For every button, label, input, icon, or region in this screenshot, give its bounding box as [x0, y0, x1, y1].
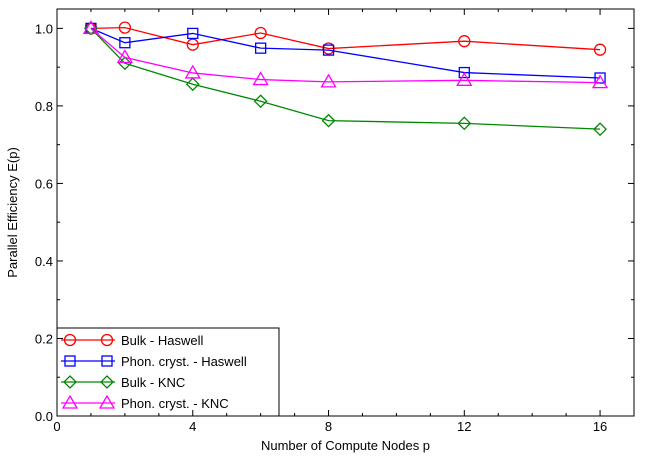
series-diamond — [84, 21, 607, 137]
data-point — [116, 49, 134, 64]
y-tick-label: 0.4 — [35, 254, 53, 269]
y-tick-label: 0.6 — [35, 176, 53, 191]
series-line — [90, 27, 601, 84]
data-point — [593, 122, 607, 137]
legend-label: Bulk - Haswell — [121, 333, 203, 348]
data-point — [594, 72, 606, 84]
ticks: 0 4 8 12 16 0.0 0.2 0.4 0.6 0.8 1.0 — [35, 9, 634, 434]
legend-item: Bulk - KNC — [61, 375, 185, 390]
data-point — [118, 21, 132, 34]
data-point — [253, 94, 268, 109]
y-tick-label: 0.0 — [35, 409, 53, 424]
legend-marker — [101, 355, 113, 367]
axes — [56, 8, 635, 417]
data-point — [84, 21, 98, 36]
y-tick-label: 0.2 — [35, 331, 53, 346]
data-point — [252, 71, 269, 86]
x-tick-label: 0 — [53, 419, 60, 434]
legend-marker — [61, 394, 79, 409]
data-point — [320, 73, 337, 88]
legend-label: Phon. cryst. - KNC — [121, 396, 229, 411]
legend-item: Phon. cryst. - Haswell — [61, 354, 247, 369]
data-point — [185, 77, 200, 92]
legend-item: Bulk - Haswell — [61, 333, 203, 348]
legend-label: Phon. cryst. - Haswell — [121, 354, 247, 369]
x-tick-label: 16 — [593, 419, 607, 434]
data-point — [591, 74, 609, 89]
series-line — [90, 27, 601, 130]
legend-item: Phon. cryst. - KNC — [61, 394, 229, 411]
series-layer — [82, 20, 609, 137]
data-point — [458, 35, 471, 48]
legend-marker — [63, 333, 77, 347]
plot-frame — [56, 8, 635, 417]
legend-marker — [100, 375, 114, 389]
data-point — [82, 20, 100, 35]
legend-marker — [63, 375, 77, 389]
legend-marker — [100, 333, 114, 347]
series-triangle — [82, 20, 609, 89]
data-point — [254, 42, 267, 54]
series-circle — [84, 21, 607, 56]
x-tick-label: 8 — [325, 419, 332, 434]
legend-label: Bulk - KNC — [121, 375, 185, 390]
legend-marker — [64, 355, 76, 367]
data-point — [457, 116, 472, 131]
series-line — [90, 27, 601, 79]
data-point — [593, 43, 607, 56]
data-point — [187, 27, 199, 40]
data-point — [254, 26, 267, 40]
x-tick-label: 12 — [457, 419, 471, 434]
legend: Bulk - Haswell Phon. cryst. - Haswell Bulk… — [56, 327, 280, 417]
data-point — [456, 72, 473, 86]
data-point — [117, 56, 132, 71]
y-axis-label: Parallel Efficiency E(p) — [5, 147, 20, 278]
legend-box — [56, 327, 280, 417]
data-point — [184, 64, 201, 79]
data-point — [321, 113, 336, 128]
data-point — [458, 66, 470, 79]
series-line — [90, 26, 601, 51]
data-point — [119, 37, 131, 49]
y-tick-label: 0.8 — [35, 99, 53, 114]
x-tick-label: 4 — [189, 419, 196, 434]
legend-marker — [98, 394, 116, 409]
data-point — [186, 38, 199, 51]
data-point — [322, 44, 335, 56]
x-axis-label: Number of Compute Nodes p — [261, 438, 430, 453]
series-square — [85, 22, 606, 84]
y-tick-label: 1.0 — [35, 21, 53, 36]
